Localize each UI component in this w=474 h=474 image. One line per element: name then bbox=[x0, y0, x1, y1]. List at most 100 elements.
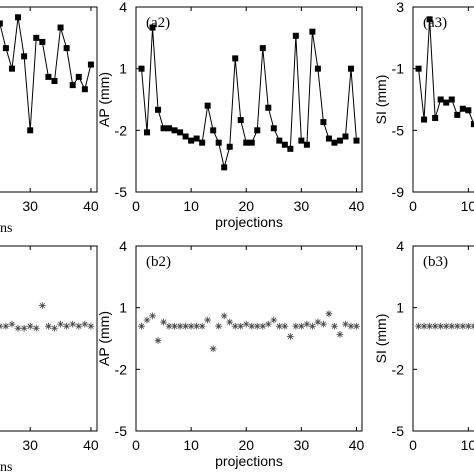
b2-axes-box bbox=[135, 245, 363, 432]
a3-ytick-label-0: 3 bbox=[396, 0, 404, 15]
a1-series-0-point-6 bbox=[21, 53, 28, 60]
a2-xtick-label-3: 30 bbox=[294, 198, 310, 214]
a3-series-0-point-8 bbox=[459, 105, 466, 112]
b2-series-0-point-33-stroke-3 bbox=[320, 321, 327, 327]
b2-series-0-point-37 bbox=[342, 320, 349, 328]
b2-series-0-point-25-stroke-3 bbox=[276, 323, 282, 329]
b1-series-0-point-17 bbox=[87, 322, 95, 330]
b2-series-0-point-18 bbox=[237, 322, 245, 330]
a2-series-0-point-30 bbox=[303, 141, 310, 148]
b2-series-0-point-19 bbox=[242, 320, 250, 328]
b3-ytick-label-0: 4 bbox=[396, 238, 404, 254]
b2-series-0-point-4 bbox=[160, 318, 167, 326]
b2-series-0-point-27 bbox=[286, 333, 294, 340]
b2-series-0-point-26 bbox=[281, 322, 289, 330]
a2-series-0-point-36 bbox=[336, 137, 343, 144]
b2-series-0-point-23-stroke-3 bbox=[265, 321, 271, 327]
b2-series-0-point-1 bbox=[143, 316, 151, 324]
panel-b1: 30 40 bbox=[0, 245, 99, 453]
b2-series-0-point-3 bbox=[154, 337, 162, 344]
b2-panel-label: (b2) bbox=[146, 254, 171, 270]
b2-series-0-point-14 bbox=[215, 322, 223, 330]
b1-series-0-point-16 bbox=[81, 320, 89, 328]
b1-series-0-point-3 bbox=[2, 322, 10, 330]
a2-series-0-point-27 bbox=[287, 145, 294, 152]
b3-ylabel: SI (mm) bbox=[373, 314, 389, 364]
b3-series-0-point-2-stroke-3 bbox=[426, 323, 433, 329]
a1-series-0-point-7 bbox=[27, 127, 34, 134]
b2-series-0-point-4-stroke-3 bbox=[160, 319, 167, 325]
b1-series-0-point-17-stroke-3 bbox=[88, 323, 94, 329]
a3-series-0-point-7 bbox=[454, 111, 461, 118]
a3-series-0-point-0 bbox=[415, 65, 422, 72]
b3-ytick-label-3: -5 bbox=[392, 423, 405, 439]
a2-series-0-point-25 bbox=[276, 137, 283, 144]
b1-series-0-point-14 bbox=[69, 320, 77, 328]
b1-series-0-point-6 bbox=[20, 324, 28, 332]
a2-xtick-label-4: 40 bbox=[349, 198, 365, 214]
b2-series-0-point-23 bbox=[264, 320, 272, 328]
b2-series-0-point-16-stroke-3 bbox=[227, 319, 233, 325]
a2-series-0-point-33 bbox=[320, 119, 327, 126]
b2-series-0-point-28-stroke-3 bbox=[293, 323, 299, 329]
a1-axes-box bbox=[0, 6, 98, 193]
b2-series-0-point-34 bbox=[325, 310, 333, 318]
b1-series-0-point-9 bbox=[38, 302, 46, 310]
b2-series-0-point-13 bbox=[209, 345, 217, 353]
b1-series-0-point-15 bbox=[75, 322, 83, 330]
b2-series-0-point-5-stroke-3 bbox=[166, 323, 172, 329]
b1-series-0-point-6-stroke-3 bbox=[21, 325, 27, 331]
b3-series-0-point-9 bbox=[464, 322, 472, 330]
b2-series-0-point-37-stroke-3 bbox=[342, 321, 349, 327]
a2-series-0-point-17 bbox=[232, 55, 239, 62]
a2-series-0-point-2 bbox=[149, 24, 156, 31]
a1-xtick-label-0: 30 bbox=[22, 198, 38, 214]
b2-series-0-point-24 bbox=[270, 316, 278, 324]
a2-series-0-point-32 bbox=[314, 65, 321, 72]
a1-series-0-point-13 bbox=[63, 45, 70, 52]
a2-series-0-point-0 bbox=[138, 65, 145, 72]
a1-series-0-point-4 bbox=[8, 65, 15, 72]
b1-xtick-label-0: 30 bbox=[22, 437, 38, 453]
b2-xtick-label-0: 0 bbox=[132, 437, 140, 453]
b2-series-0-point-17-stroke-3 bbox=[232, 323, 238, 329]
panel-b2: 0 10 20 30 40 4 1 -2 -5 AP (mm) projections (b2) bbox=[96, 238, 364, 469]
a2-ytick-label-0: 4 bbox=[119, 0, 127, 15]
b2-series-0-point-21 bbox=[253, 322, 261, 330]
b2-series-0-point-15 bbox=[220, 312, 228, 320]
b3-ytick-label-2: -2 bbox=[392, 361, 405, 377]
a1-series-0-point-8 bbox=[33, 34, 40, 41]
b2-series-0-point-39-stroke-3 bbox=[353, 323, 360, 329]
a1-series-0-point-12 bbox=[57, 24, 64, 31]
a3-series-0-point-2 bbox=[426, 16, 433, 23]
a1-xlabel-partial: ns bbox=[0, 221, 12, 236]
b2-series-0-point-22 bbox=[259, 322, 267, 330]
a2-series-0-point-9 bbox=[188, 137, 195, 144]
a2-series-0-point-15 bbox=[221, 164, 228, 171]
panel-a3: 0 103-1-5-9SI (mm)(a3) bbox=[373, 0, 474, 214]
b3-series-0-point-0-stroke-3 bbox=[415, 323, 422, 329]
b1-series-0-point-10 bbox=[45, 322, 52, 330]
a2-series-0-line bbox=[141, 27, 357, 168]
a2-series-0-point-26 bbox=[281, 141, 288, 148]
b3-series-0-point-10 bbox=[470, 322, 474, 330]
a1-series-0-point-5 bbox=[15, 14, 22, 21]
panel-a1: 30 40 bbox=[0, 6, 99, 214]
a3-ytick-label-2: -5 bbox=[392, 122, 405, 138]
b1-series-0-point-13-stroke-3 bbox=[63, 323, 70, 329]
a2-series-0-point-39 bbox=[353, 137, 360, 144]
a2-series-0-point-35 bbox=[331, 139, 338, 146]
b3-series-0-point-9-stroke-3 bbox=[465, 323, 472, 329]
b2-series-0-point-34-stroke-3 bbox=[326, 311, 332, 317]
a1-series-0-point-15 bbox=[75, 73, 82, 80]
b3-series-0-point-6-stroke-3 bbox=[449, 323, 455, 329]
b2-series-0-point-30-stroke-3 bbox=[304, 321, 310, 327]
b2-series-0-point-3-stroke-3 bbox=[155, 337, 161, 344]
b2-series-0-point-31-stroke-3 bbox=[309, 323, 316, 329]
a3-xtick-label-0: 0 bbox=[409, 198, 417, 214]
b2-series-0-point-10-stroke-3 bbox=[193, 323, 200, 329]
a1-series-0-point-2 bbox=[0, 20, 3, 27]
b2-series-0-point-29 bbox=[297, 322, 305, 330]
b1-series-0-point-2-stroke-3 bbox=[0, 323, 3, 327]
